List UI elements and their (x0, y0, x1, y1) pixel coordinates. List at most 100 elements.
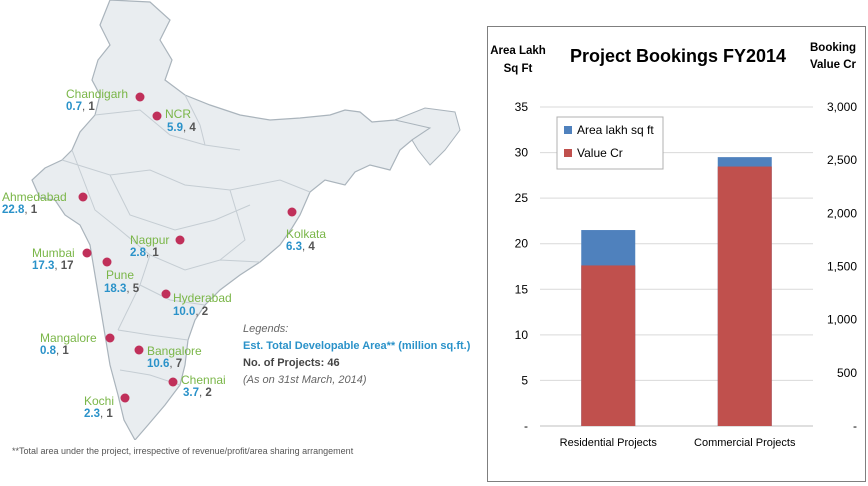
city-projects: 2 (201, 306, 209, 318)
category-labels: Residential Projects Commercial Projects (560, 437, 796, 449)
right-axis-label-line2: Value Cr (810, 59, 857, 71)
legend-box (556, 116, 664, 170)
city-projects: 17 (60, 260, 74, 272)
category-label: Residential Projects (560, 437, 658, 449)
right-tick-label: 3,000 (827, 100, 857, 114)
legend-swatch-area (564, 126, 572, 134)
city-projects: 1 (152, 247, 159, 259)
legend-title: Legends: (243, 323, 289, 335)
city-stats-mangalore: 0.8, 1 (40, 345, 69, 357)
city-projects: 1 (30, 204, 38, 216)
right-tick-label: 1,500 (827, 260, 857, 274)
left-tick-label: 20 (515, 237, 529, 251)
city-markers (78, 92, 297, 403)
city-stats-hyderabad: 10.0, 2 (173, 306, 209, 318)
city-stats-kolkata: 6.3, 4 (286, 241, 315, 253)
legend-label-value: Value Cr (577, 146, 623, 160)
city-marker-mumbai (82, 248, 92, 258)
left-tick-label: 10 (515, 328, 529, 342)
india-map (31, 0, 461, 440)
city-area: 6.3 (286, 241, 302, 253)
bar-value-residential (581, 265, 636, 426)
map-legend: Legends: Est. Total Developable Area** (… (243, 321, 470, 389)
city-area: 10.6 (147, 358, 170, 370)
city-area: 3.7 (183, 387, 199, 399)
city-projects: 1 (106, 408, 113, 420)
city-name-bangalore: Bangalore (147, 344, 202, 358)
city-projects: 1 (62, 345, 69, 357)
state-border-lines (61, 94, 311, 386)
city-marker-nagpur (175, 235, 185, 245)
northeast-shape (393, 107, 461, 166)
city-projects: 4 (308, 241, 315, 253)
city-stats-ahmedabad: 22.8, 1 (2, 204, 38, 216)
left-axis-label-line2: Sq Ft (504, 63, 533, 75)
city-marker-hyderabad (161, 289, 171, 299)
city-area: 2.8 (130, 247, 146, 259)
left-axis-ticks: - 5 10 15 20 25 30 35 (515, 100, 529, 433)
city-stats-bangalore: 10.6, 7 (147, 358, 183, 370)
right-axis-ticks: - 500 1,000 1,500 2,000 2,500 3,000 (827, 100, 857, 433)
left-tick-label: 5 (521, 373, 528, 387)
right-axis-label-line1: Booking (810, 42, 856, 54)
city-stats-nagpur: 2.8, 1 (130, 247, 159, 259)
city-stats-chandigarh: 0.7, 1 (66, 101, 95, 113)
left-tick-label: 15 (515, 282, 529, 296)
map-footnote: **Total area under the project, irrespec… (12, 446, 354, 456)
city-name-chennai: Chennai (181, 373, 226, 387)
chart-title: Project Bookings FY2014 (570, 46, 786, 66)
city-marker-pune (102, 257, 112, 267)
legend-area-label: Est. Total Developable Area** (million s… (243, 340, 471, 352)
city-marker-chandigarh (135, 92, 145, 102)
legend-label-area: Area lakh sq ft (577, 123, 654, 137)
india-map-panel: Chandigarh 0.7, 1 NCR 5.9, 4 Ahmedabad 2… (2, 0, 470, 456)
right-tick-label: 500 (837, 366, 857, 380)
city-marker-bangalore (134, 345, 144, 355)
left-tick-label: 25 (515, 191, 529, 205)
legend-date-note: (As on 31st March, 2014) (243, 374, 367, 386)
city-marker-ncr (152, 111, 162, 121)
bookings-chart: - 5 10 15 20 25 30 35 - 500 1,000 1,500 2,000 2,500 3… (490, 42, 857, 449)
city-area: 22.8 (2, 204, 25, 216)
bars (581, 157, 772, 426)
city-name-hyderabad: Hyderabad (173, 291, 232, 305)
left-tick-label: - (524, 419, 528, 433)
city-name-chandigarh: Chandigarh (66, 87, 129, 101)
city-projects: 7 (175, 358, 183, 370)
city-stats-ncr: 5.9, 4 (167, 122, 196, 134)
city-name-pune: Pune (106, 268, 135, 282)
legend-swatch-value (564, 149, 572, 157)
city-name-mumbai: Mumbai (32, 246, 75, 260)
legend-projects-label: No. of Projects: 46 (243, 357, 340, 369)
chart-legend: Area lakh sq ft Value Cr (556, 116, 664, 170)
city-area: 2.3 (84, 408, 100, 420)
city-stats-pune: 18.3, 5 (104, 283, 140, 295)
right-tick-label: - (853, 419, 857, 433)
city-area: 18.3 (104, 283, 127, 295)
city-name-ahmedabad: Ahmedabad (2, 190, 67, 204)
right-tick-label: 2,500 (827, 153, 857, 167)
city-marker-mangalore (105, 333, 115, 343)
city-marker-kochi (120, 393, 130, 403)
left-axis-label-line1: Area Lakh (490, 45, 546, 57)
city-marker-ahmedabad (78, 192, 88, 202)
city-name-ncr: NCR (165, 107, 191, 121)
city-name-kolkata: Kolkata (286, 227, 327, 241)
india-outline-shape (31, 0, 431, 440)
city-projects: 5 (132, 283, 140, 295)
left-tick-label: 30 (515, 146, 529, 160)
city-stats-kochi: 2.3, 1 (84, 408, 113, 420)
city-name-kochi: Kochi (84, 394, 115, 408)
city-area: 0.7 (66, 101, 82, 113)
city-projects: 2 (205, 387, 212, 399)
left-tick-label: 35 (515, 100, 529, 114)
right-tick-label: 1,000 (827, 313, 857, 327)
city-projects: 1 (88, 101, 95, 113)
city-marker-kolkata (287, 207, 297, 217)
right-tick-label: 2,000 (827, 206, 857, 220)
city-area: 5.9 (167, 122, 183, 134)
bookings-chart-panel: - 5 10 15 20 25 30 35 - 500 1,000 1,500 2,000 2,500 3… (487, 26, 866, 482)
city-name-mangalore: Mangalore (40, 331, 97, 345)
bar-value-commercial (717, 166, 772, 426)
city-stats-chennai: 3.7, 2 (183, 387, 212, 399)
